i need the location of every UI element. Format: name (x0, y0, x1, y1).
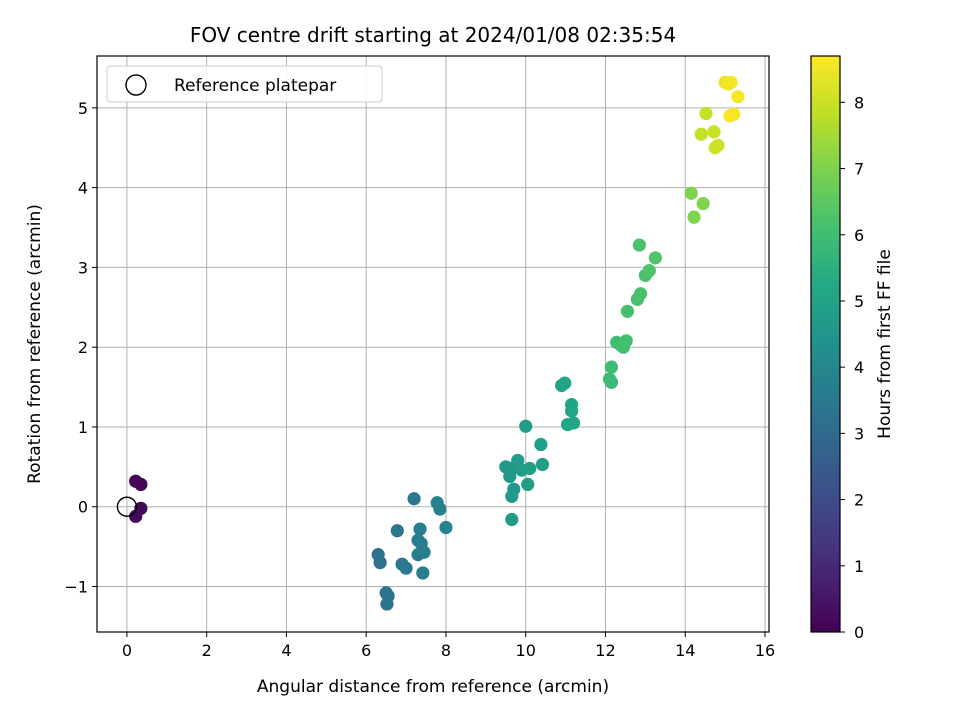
legend: Reference platepar (106, 65, 383, 103)
scatter-point (731, 90, 745, 104)
scatter-point (724, 75, 738, 89)
scatter-point (523, 461, 537, 476)
legend-box (106, 65, 383, 103)
scatter-point (564, 404, 579, 418)
x-tick-label: 14 (675, 641, 695, 660)
colorbar-tick-label: 2 (854, 491, 864, 510)
y-tick-label: 5 (78, 99, 88, 118)
scatter-point (727, 107, 741, 121)
x-axis-ticks: 0 2 4 6 8 10 12 14 16 (122, 632, 775, 660)
colorbar-tick-label: 8 (854, 93, 864, 112)
scatter-point (687, 210, 701, 224)
legend-entry-reference: Reference platepar (174, 76, 336, 96)
scatter-point (633, 287, 648, 301)
data-points (129, 75, 745, 611)
reference-point (116, 496, 138, 517)
scatter-point (129, 509, 143, 523)
scatter-point (711, 138, 725, 152)
scatter-point (380, 597, 394, 611)
colorbar-label: Hours from first FF file (875, 249, 895, 439)
colorbar-tick-label: 6 (854, 226, 864, 245)
scatter-point (632, 238, 646, 252)
colorbar-tick-label: 4 (854, 358, 864, 377)
x-tick-label: 10 (516, 641, 536, 660)
scatter-point (433, 502, 447, 516)
y-tick-label: 2 (78, 338, 88, 357)
x-tick-label: 2 (202, 641, 212, 660)
y-tick-label: 4 (78, 179, 88, 198)
scatter-point (535, 457, 550, 472)
scatter-point (696, 196, 710, 211)
scatter-point (699, 106, 713, 121)
scatter-point (558, 376, 572, 390)
colorbar-tick-label: 3 (854, 424, 864, 443)
y-tick-label: −1 (64, 578, 88, 597)
scatter-point (134, 477, 148, 492)
plot-frame (96, 55, 770, 633)
colorbar-tick-label: 5 (854, 292, 864, 311)
scatter-point (521, 477, 535, 492)
scatter-point (620, 304, 635, 318)
scatter-point (413, 522, 427, 536)
scatter-point (648, 251, 662, 265)
x-tick-label: 12 (595, 641, 615, 660)
y-axis-ticks: −1 0 1 2 3 4 5 (64, 99, 97, 597)
scatter-point (505, 512, 519, 527)
scatter-point (373, 555, 387, 570)
scatter-point (604, 360, 619, 374)
scatter-point (684, 186, 698, 200)
scatter-point (566, 416, 581, 430)
chart-title: FOV centre drift starting at 2024/01/08 … (190, 23, 676, 47)
colorbar-tick-label: 1 (854, 557, 864, 576)
scatter-point (439, 520, 453, 535)
scatter-point (519, 419, 533, 433)
x-tick-label: 4 (281, 641, 291, 660)
scatter-point (642, 264, 656, 278)
x-tick-label: 16 (755, 641, 775, 660)
scatter-point (417, 545, 431, 559)
scatter-point (407, 492, 421, 506)
scatter-point (619, 334, 633, 348)
scatter-point (694, 127, 708, 141)
colorbar-frame (810, 55, 841, 633)
scatter-point (604, 375, 619, 389)
scatter-point (399, 561, 413, 575)
y-axis-label: Rotation from reference (arcmin) (25, 204, 45, 484)
scatter-point (390, 524, 404, 538)
x-tick-label: 6 (361, 641, 371, 660)
x-tick-label: 8 (441, 641, 451, 660)
x-tick-label: 0 (122, 641, 132, 660)
scatter-point (534, 437, 548, 452)
reference-marker (116, 496, 138, 517)
scatter-point (416, 566, 430, 580)
colorbar-tick-label: 7 (854, 160, 864, 179)
scatter-point (707, 125, 721, 139)
colorbar: 0 1 2 3 4 5 6 7 8 Hours from first FF file (810, 55, 895, 642)
grid-lines (97, 56, 769, 632)
colorbar-tick-label: 0 (854, 623, 864, 642)
y-tick-label: 0 (78, 498, 88, 517)
y-tick-label: 1 (78, 418, 88, 437)
scatter-point (505, 489, 519, 503)
y-tick-label: 3 (78, 258, 88, 277)
colorbar-ticks: 0 1 2 3 4 5 6 7 8 (840, 93, 864, 642)
legend-circle-icon (125, 74, 147, 96)
colorbar-gradient (811, 56, 840, 632)
x-axis-label: Angular distance from reference (arcmin) (257, 677, 609, 697)
